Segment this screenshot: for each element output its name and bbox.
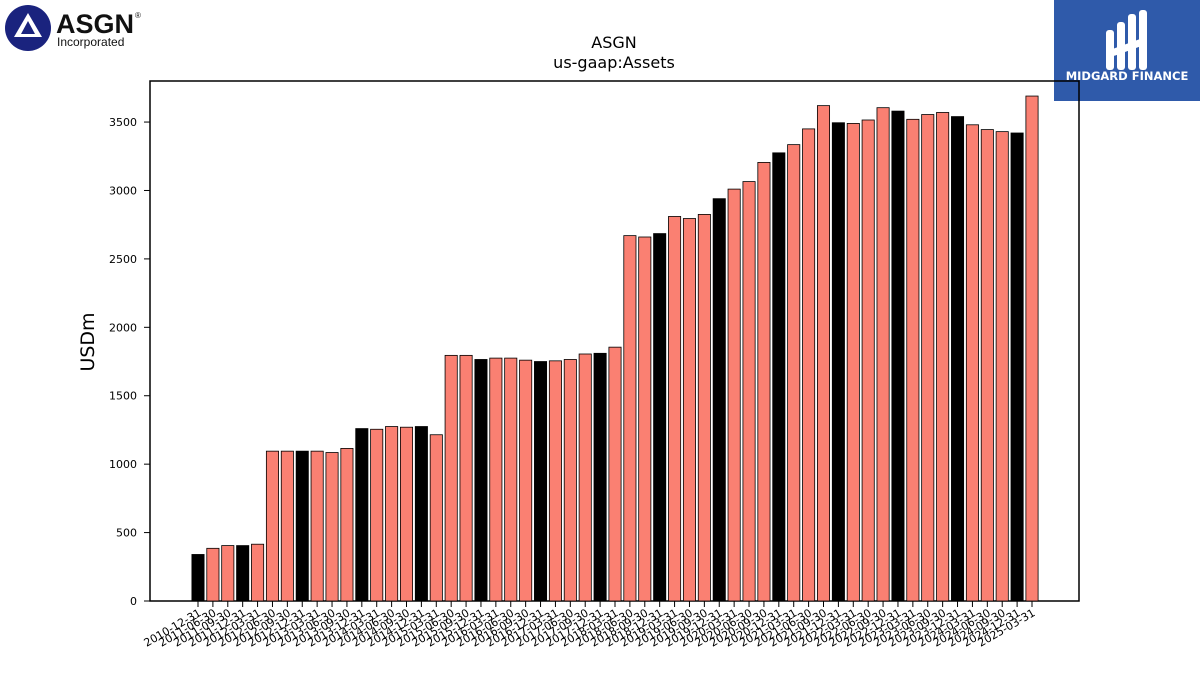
bar-2022-06-30 — [861, 119, 875, 602]
midgard-logo-name: MIDGARD FINANCE — [1066, 69, 1189, 83]
bar-2020-09-30 — [757, 162, 771, 602]
bar-2011-12-31 — [236, 545, 250, 602]
bar-2015-06-30 — [444, 354, 458, 602]
bar-2023-09-30 — [936, 112, 950, 602]
asgn-logo-reg: ® — [135, 11, 141, 20]
bar-2020-03-31 — [727, 188, 741, 602]
bar-2013-06-30 — [325, 452, 339, 602]
bar-2015-09-30 — [459, 354, 473, 602]
bar-2023-06-30 — [921, 114, 935, 602]
asgn-logo-name: ASGN — [56, 9, 134, 39]
midgard-logo-mark — [1106, 10, 1147, 70]
bar-2014-06-30 — [385, 426, 399, 602]
y-tick-label: 2000 — [109, 321, 137, 334]
bar-2015-03-31 — [429, 434, 443, 602]
bar-2023-03-31 — [906, 118, 920, 602]
bar-2015-12-31 — [474, 359, 488, 602]
bar-2024-06-30 — [980, 129, 994, 602]
bar-2017-06-30 — [563, 359, 577, 602]
bar-2022-03-31 — [846, 123, 860, 602]
y-axis-label: USDm — [77, 312, 99, 371]
bar-2024-03-31 — [965, 124, 979, 602]
bars-group — [191, 95, 1039, 602]
bar-2023-12-31 — [951, 116, 965, 602]
bar-2013-09-30 — [340, 448, 354, 602]
y-tick-label: 0 — [130, 595, 137, 608]
bar-2011-09-30 — [221, 545, 235, 602]
bar-2022-09-30 — [876, 107, 890, 602]
y-axis-ticks: 0 500 1000 1500 2000 2500 3000 3500 — [109, 116, 150, 608]
bar-2014-03-31 — [370, 428, 384, 602]
bar-2022-12-31 — [891, 110, 905, 602]
bar-2019-03-31 — [668, 216, 682, 602]
bar-2019-12-31 — [712, 198, 726, 602]
bar-2024-12-31 — [1010, 132, 1024, 602]
bar-2014-09-30 — [399, 426, 414, 602]
x-axis-ticks: 2010-12-312011-06-302011-09-302011-12-31… — [142, 601, 1038, 650]
bar-2018-06-30 — [623, 235, 637, 602]
y-tick-label: 1000 — [109, 458, 137, 471]
bar-2018-03-31 — [608, 346, 622, 602]
bar-2021-06-30 — [802, 128, 816, 602]
bar-2017-03-31 — [548, 360, 562, 602]
bar-2016-03-31 — [489, 357, 503, 602]
y-tick-label: 3000 — [109, 184, 137, 197]
bar-2012-03-31 — [251, 543, 265, 602]
bar-2012-12-31 — [295, 450, 309, 602]
bar-2020-06-30 — [742, 181, 756, 602]
bar-2021-03-31 — [787, 144, 801, 602]
chart-subtitle: us-gaap:Assets — [553, 53, 675, 72]
y-tick-label: 3500 — [109, 116, 137, 129]
chart-title: ASGN — [591, 33, 636, 52]
bar-2012-09-30 — [280, 450, 294, 602]
bar-2020-12-31 — [772, 152, 786, 602]
bar-2021-12-31 — [831, 122, 845, 602]
bar-2011-06-30 — [206, 547, 220, 602]
y-tick-label: 2500 — [109, 253, 137, 266]
bar-2013-12-31 — [355, 428, 369, 602]
asgn-logo-sub: Incorporated — [57, 35, 124, 49]
bar-2016-09-30 — [519, 359, 533, 602]
y-tick-label: 1500 — [109, 390, 137, 403]
bar-2016-06-30 — [504, 357, 518, 602]
bar-2019-06-30 — [682, 218, 696, 602]
bar-2021-09-30 — [816, 105, 831, 602]
bar-2014-12-31 — [414, 426, 428, 602]
bar-2012-06-30 — [265, 450, 279, 602]
bar-2016-12-31 — [534, 361, 548, 602]
bar-2019-09-30 — [697, 214, 711, 602]
midgard-finance-logo: MIDGARD FINANCE — [1054, 0, 1200, 101]
bar-2018-09-30 — [638, 236, 652, 602]
bar-2017-09-30 — [578, 353, 592, 602]
bar-2024-09-30 — [995, 131, 1009, 602]
bar-2025-03-31 — [1025, 95, 1039, 602]
bar-2017-12-31 — [593, 352, 607, 602]
y-tick-label: 500 — [116, 527, 137, 540]
bar-2013-03-31 — [310, 450, 324, 602]
bar-2010-12-31 — [191, 554, 205, 602]
bar-2018-12-31 — [653, 233, 667, 602]
asgn-logo: ASGN ® Incorporated — [4, 4, 154, 54]
